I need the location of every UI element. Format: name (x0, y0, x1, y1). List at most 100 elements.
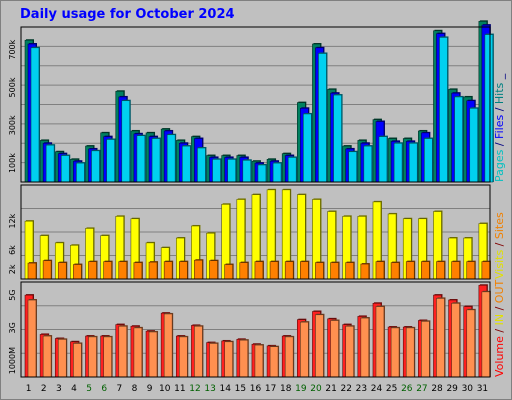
x-tick-label: 5 (86, 384, 92, 394)
bar-out-day-15 (239, 339, 249, 378)
bar-out-day-13 (209, 343, 218, 378)
bar-sites-day-31 (481, 261, 491, 280)
x-tick-label: 8 (132, 384, 138, 394)
legend-hits: Pages / Files / Hits _ (493, 73, 506, 182)
bar-sites-day-17 (269, 261, 279, 280)
bar-out-day-19 (300, 321, 309, 378)
bar-pages-day-8 (136, 135, 146, 183)
legend-entry: Sites (493, 212, 506, 239)
bar-sites-day-25 (390, 262, 400, 280)
bar-out-day-10 (163, 313, 173, 378)
bar-sites-day-21 (330, 262, 339, 280)
bar-pages-day-17 (272, 162, 282, 183)
y-tick-label-hits: 700k (8, 39, 17, 59)
bar-pages-day-26 (408, 142, 418, 183)
legend-entry: Hits (493, 79, 506, 104)
y-tick-label-hits: 100k (8, 153, 17, 173)
legend-entry: / (493, 325, 506, 332)
x-tick-label: 9 (147, 384, 153, 394)
x-tick-label: 25 (386, 384, 397, 394)
x-tick-label: 19 (295, 384, 307, 394)
bar-out-day-21 (330, 320, 339, 378)
y-tick-label-hits: 500k (8, 77, 17, 97)
bar-pages-day-29 (454, 96, 463, 183)
x-tick-label: 27 (416, 384, 427, 394)
bar-pages-day-2 (45, 144, 55, 183)
legend-entry: Visits (493, 246, 506, 279)
x-tick-label: 4 (71, 384, 77, 394)
x-tick-label: 22 (341, 384, 352, 394)
legend-entry: _ (493, 73, 506, 80)
bar-pages-day-30 (469, 107, 479, 183)
bar-pages-day-23 (363, 145, 373, 183)
bar-sites-day-24 (375, 261, 385, 280)
bar-pages-day-6 (106, 139, 115, 183)
bar-pages-day-24 (378, 136, 388, 183)
bar-out-day-25 (390, 327, 400, 378)
bar-pages-day-18 (287, 157, 297, 183)
bar-pages-day-7 (121, 100, 131, 183)
bar-sites-day-3 (57, 262, 67, 280)
x-tick-label: 21 (325, 384, 336, 394)
bar-sites-day-22 (345, 262, 355, 280)
bar-pages-day-9 (151, 138, 161, 183)
bar-pages-day-5 (91, 150, 100, 183)
x-tick-label: 13 (204, 384, 215, 394)
bar-out-day-12 (194, 325, 203, 378)
x-tick-label: 1 (26, 384, 32, 394)
bar-pages-day-1 (30, 47, 40, 183)
panel-volume-border (20, 281, 491, 378)
bar-sites-day-11 (178, 261, 188, 280)
bar-out-day-24 (375, 306, 385, 378)
bar-out-day-18 (284, 336, 294, 378)
x-tick-label: 29 (446, 384, 458, 394)
bar-out-day-2 (42, 335, 52, 378)
bar-out-day-22 (345, 325, 355, 378)
bar-pages-day-3 (60, 155, 70, 183)
y-tick-label-volume: 5G (8, 289, 17, 300)
bar-sites-day-13 (209, 260, 218, 280)
bar-sites-day-4 (73, 264, 82, 280)
x-tick-label: 11 (174, 384, 185, 394)
bar-pages-day-15 (242, 159, 252, 183)
legend-entry: OUT (493, 279, 506, 303)
legend-visits: Visits / Sites (493, 212, 506, 279)
y-tick-label-volume: 1000M (8, 347, 17, 374)
bar-pages-day-10 (166, 134, 176, 183)
x-tick-label: 26 (401, 384, 413, 394)
x-tick-label: 16 (250, 384, 262, 394)
bar-out-day-26 (405, 327, 415, 378)
bar-pages-day-21 (333, 94, 342, 183)
bar-out-day-29 (451, 302, 460, 378)
bar-sites-day-5 (88, 261, 97, 280)
bar-sites-day-2 (42, 260, 52, 280)
x-tick-label: 15 (235, 384, 246, 394)
bar-pages-day-4 (76, 162, 85, 183)
bar-pages-day-25 (393, 142, 403, 183)
legend-entry: / (493, 303, 506, 310)
x-tick-label: 14 (220, 384, 232, 394)
bar-sites-day-7 (118, 261, 128, 280)
bar-out-day-28 (436, 298, 445, 378)
bar-pages-day-16 (257, 164, 267, 183)
y-tick-label-visits: 2k (8, 264, 17, 274)
panel-visits-border (20, 184, 491, 280)
x-tick-label: 6 (101, 384, 107, 394)
x-tick-label: 3 (56, 384, 62, 394)
x-tick-label: 28 (431, 384, 443, 394)
chart-title: Daily usage for October 2024 (20, 7, 235, 22)
legend-entry: / (493, 104, 506, 111)
bar-out-day-9 (148, 331, 158, 378)
legend-entry: Files (493, 111, 506, 139)
bar-sites-day-14 (224, 264, 233, 280)
bar-sites-day-12 (194, 259, 203, 280)
bar-sites-day-6 (103, 261, 112, 280)
bar-out-day-23 (360, 317, 370, 378)
bar-pages-day-14 (227, 159, 236, 183)
bar-pages-day-20 (318, 53, 327, 183)
y-tick-label-visits: 12k (8, 213, 17, 228)
bar-sites-day-1 (27, 262, 37, 280)
bar-sites-day-28 (436, 261, 445, 280)
bar-out-day-4 (73, 343, 82, 378)
